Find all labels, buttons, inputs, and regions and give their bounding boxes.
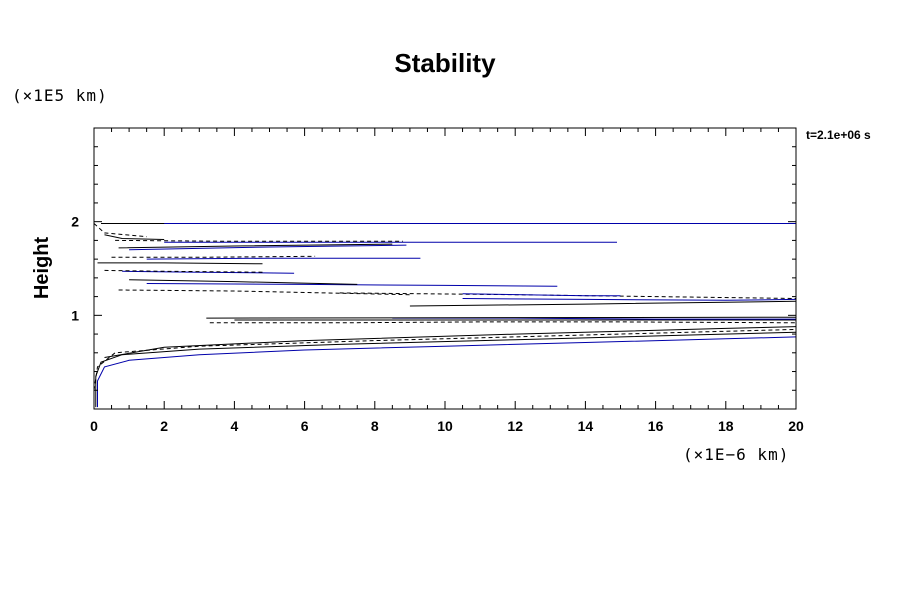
x-tick-label: 12 <box>507 418 523 434</box>
x-tick-label: 4 <box>231 418 239 434</box>
x-tick-label: 10 <box>437 418 453 434</box>
y-axis-units: (×1E5 km) <box>12 86 108 105</box>
contour-line-3 <box>104 326 797 358</box>
y-tick-label: 1 <box>71 307 79 323</box>
x-tick-label: 14 <box>578 418 594 434</box>
contour-line-9 <box>462 298 797 301</box>
contour-line-12 <box>462 293 621 297</box>
y-tick-label: 2 <box>71 214 79 230</box>
contour-line-11 <box>146 283 558 287</box>
contour-line-17 <box>97 262 263 265</box>
contour-line-8 <box>409 300 797 307</box>
contour-line-13 <box>118 289 410 296</box>
plot-frame <box>93 127 797 410</box>
x-tick-label: 18 <box>718 418 734 434</box>
timestamp-label: t=2.1e+06 s <box>806 128 871 142</box>
contour-line-14 <box>129 279 358 285</box>
x-axis-units: (×1E−6 km) <box>683 445 789 464</box>
contour-line-0 <box>97 336 797 408</box>
contour-line-23 <box>115 239 403 242</box>
chart-title: Stability <box>394 48 496 78</box>
x-tick-label: 20 <box>788 418 804 434</box>
contour-line-2 <box>93 328 797 391</box>
series-layer <box>93 223 797 408</box>
contour-line-19 <box>111 255 316 258</box>
x-tick-label: 0 <box>90 418 98 434</box>
contour-line-25 <box>93 223 147 238</box>
x-tick-label: 16 <box>648 418 664 434</box>
contour-line-6 <box>392 317 796 320</box>
contour-line-16 <box>104 269 263 273</box>
contour-line-7 <box>206 316 797 319</box>
contour-line-1 <box>95 331 797 408</box>
contour-line-21 <box>118 243 393 249</box>
contour-line-20 <box>129 244 407 251</box>
ticks-layer <box>93 127 797 410</box>
contour-line-24 <box>104 234 165 240</box>
x-tick-label: 8 <box>371 418 379 434</box>
contour-line-18 <box>146 257 421 260</box>
contour-line-15 <box>122 270 295 274</box>
contour-line-4 <box>209 321 797 324</box>
x-tick-label: 6 <box>301 418 309 434</box>
y-axis-label: Height <box>31 237 53 300</box>
x-tick-label: 2 <box>160 418 168 434</box>
